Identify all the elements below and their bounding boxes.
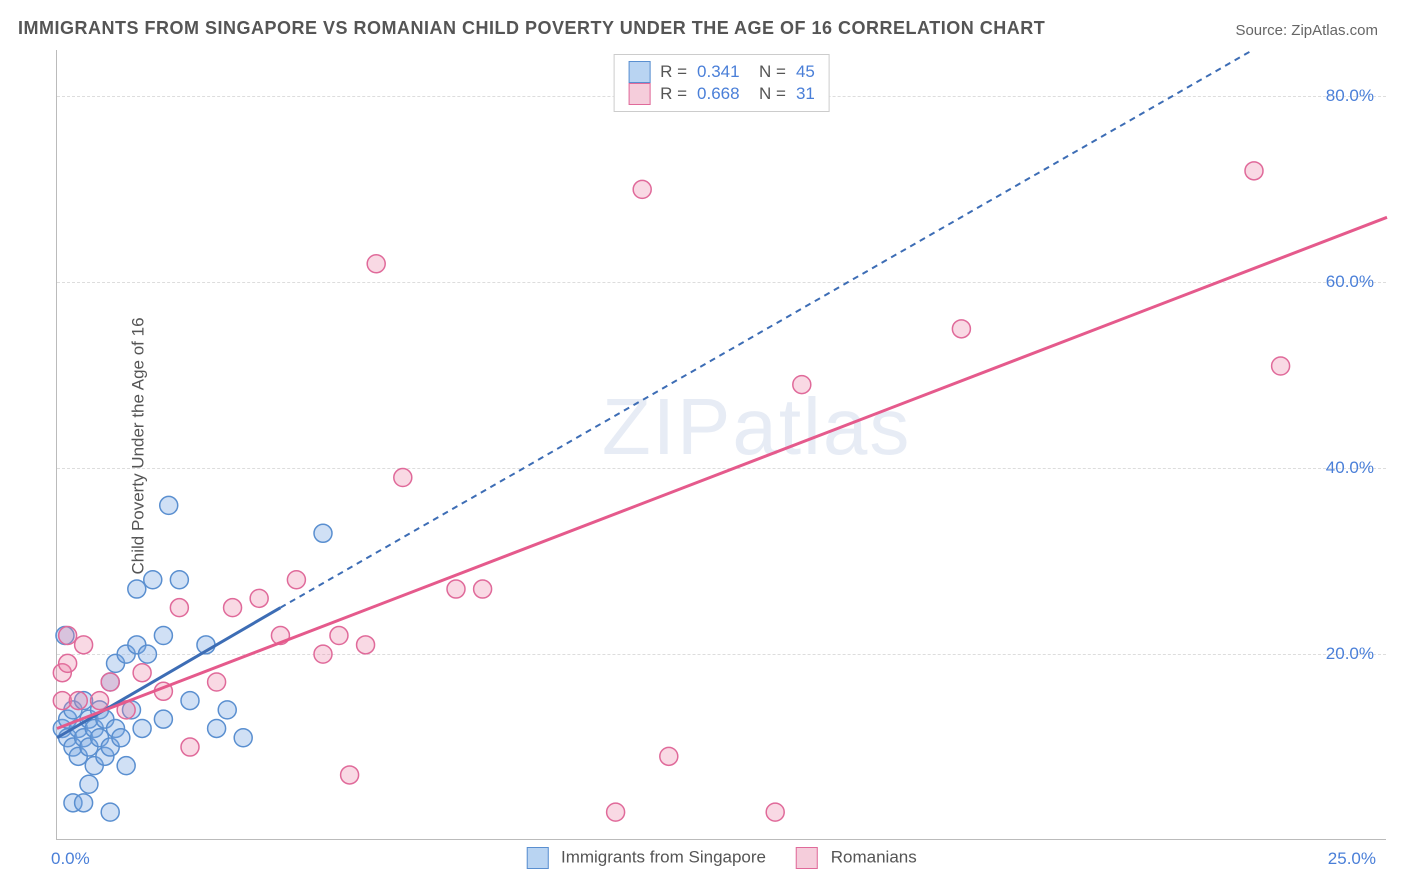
legend-series-label: Romanians — [831, 847, 917, 866]
scatter-point — [1272, 357, 1290, 375]
scatter-point — [170, 571, 188, 589]
legend-stats-row: R = 0.341 N = 45 — [628, 61, 815, 83]
plot-area: 20.0%40.0%60.0%80.0% ZIPatlas R = 0.341 … — [56, 50, 1386, 840]
scatter-point — [341, 766, 359, 784]
legend-r-value: 0.668 — [697, 84, 740, 104]
legend-series: Immigrants from Singapore Romanians — [526, 847, 917, 869]
scatter-point — [1245, 162, 1263, 180]
scatter-point — [154, 710, 172, 728]
scatter-point — [250, 589, 268, 607]
scatter-point — [75, 794, 93, 812]
legend-swatch-icon — [628, 61, 650, 83]
x-tick-label: 0.0% — [51, 849, 90, 869]
trend-line-extrapolated — [280, 50, 1252, 608]
scatter-point — [154, 627, 172, 645]
scatter-point — [75, 636, 93, 654]
scatter-point — [208, 673, 226, 691]
scatter-point — [181, 692, 199, 710]
scatter-point — [208, 719, 226, 737]
scatter-point — [133, 664, 151, 682]
scatter-point — [69, 692, 87, 710]
x-tick-label: 25.0% — [1328, 849, 1376, 869]
legend-series-item: Immigrants from Singapore — [526, 847, 766, 869]
scatter-point — [144, 571, 162, 589]
scatter-point — [101, 673, 119, 691]
scatter-point — [101, 803, 119, 821]
scatter-point — [138, 645, 156, 663]
scatter-point — [117, 757, 135, 775]
legend-n-value: 31 — [796, 84, 815, 104]
scatter-point — [766, 803, 784, 821]
scatter-point — [181, 738, 199, 756]
legend-r-value: 0.341 — [697, 62, 740, 82]
scatter-point — [91, 692, 109, 710]
scatter-point — [660, 747, 678, 765]
legend-stats: R = 0.341 N = 45 R = 0.668 N = 31 — [613, 54, 830, 112]
legend-series-item: Romanians — [796, 847, 917, 869]
chart-title: IMMIGRANTS FROM SINGAPORE VS ROMANIAN CH… — [18, 18, 1045, 39]
legend-n-label: N = — [750, 62, 786, 82]
legend-n-value: 45 — [796, 62, 815, 82]
source-attribution: Source: ZipAtlas.com — [1235, 22, 1378, 39]
scatter-point — [112, 729, 130, 747]
scatter-point — [367, 255, 385, 273]
scatter-point — [160, 496, 178, 514]
scatter-point — [170, 599, 188, 617]
scatter-point — [447, 580, 465, 598]
scatter-point — [314, 645, 332, 663]
scatter-point — [59, 654, 77, 672]
scatter-point — [59, 627, 77, 645]
legend-r-label: R = — [660, 84, 687, 104]
legend-series-label: Immigrants from Singapore — [561, 847, 766, 866]
scatter-point — [394, 469, 412, 487]
scatter-point — [234, 729, 252, 747]
scatter-point — [952, 320, 970, 338]
legend-stats-row: R = 0.668 N = 31 — [628, 83, 815, 105]
scatter-point — [80, 775, 98, 793]
legend-swatch-icon — [628, 83, 650, 105]
scatter-point — [633, 180, 651, 198]
legend-r-label: R = — [660, 62, 687, 82]
scatter-point — [133, 719, 151, 737]
scatter-point — [224, 599, 242, 617]
scatter-point — [474, 580, 492, 598]
trend-line — [57, 217, 1387, 728]
legend-n-label: N = — [750, 84, 786, 104]
scatter-point — [357, 636, 375, 654]
scatter-point — [793, 376, 811, 394]
scatter-point — [128, 580, 146, 598]
scatter-point — [607, 803, 625, 821]
chart-canvas — [57, 50, 1386, 839]
legend-swatch-icon — [796, 847, 818, 869]
scatter-point — [314, 524, 332, 542]
scatter-point — [330, 627, 348, 645]
scatter-point — [218, 701, 236, 719]
legend-swatch-icon — [526, 847, 548, 869]
scatter-point — [287, 571, 305, 589]
